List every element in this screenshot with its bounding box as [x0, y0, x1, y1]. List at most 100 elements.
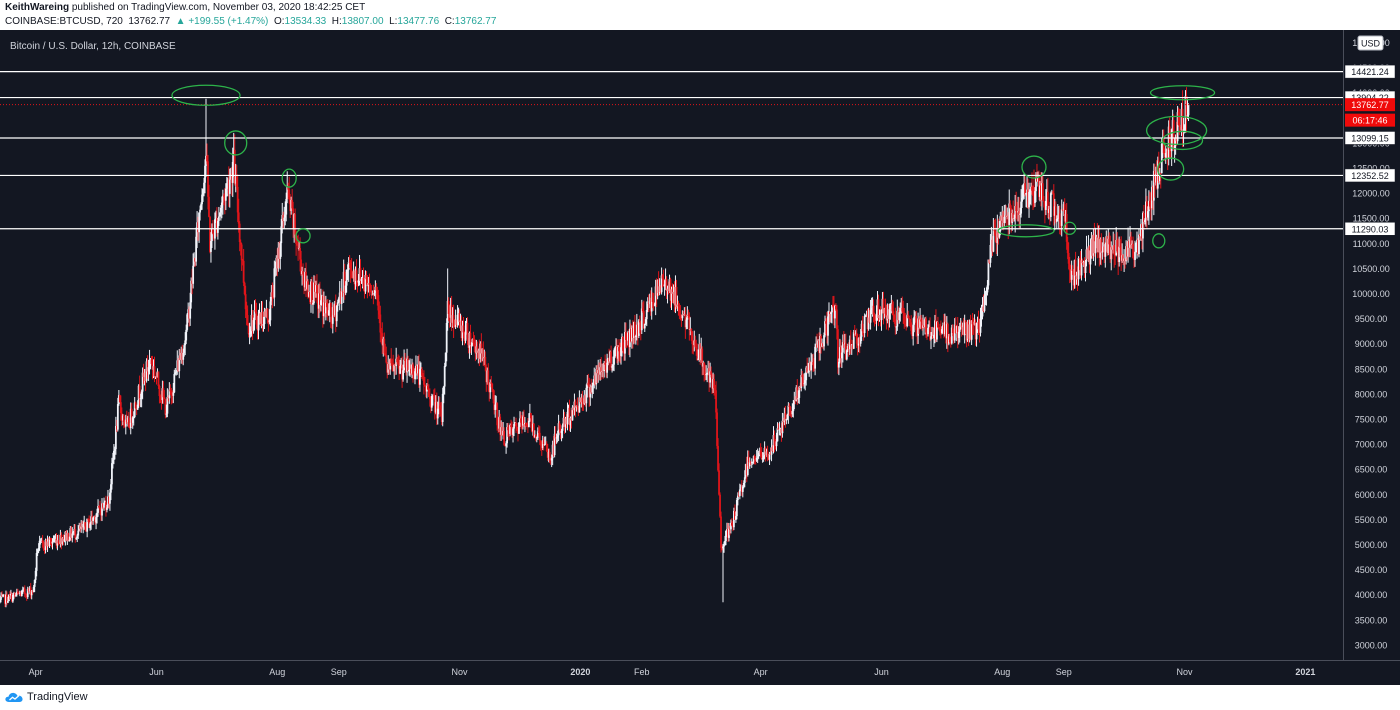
candle [1024, 176, 1026, 197]
high-label: H: [331, 16, 342, 27]
candle [398, 355, 401, 381]
candle [471, 338, 474, 347]
candle [1153, 164, 1156, 198]
candle [1035, 172, 1037, 203]
candle [340, 278, 343, 311]
candle [252, 317, 255, 334]
candle [936, 321, 938, 343]
candle [838, 338, 841, 364]
annotation-ellipse[interactable] [1152, 233, 1166, 249]
candle [919, 308, 921, 330]
time-tick-label: Sep [1056, 667, 1072, 677]
candle [458, 309, 461, 329]
candle [1108, 232, 1111, 255]
candle [78, 522, 81, 532]
annotation-ellipse[interactable] [1149, 85, 1216, 101]
candle [665, 276, 668, 300]
candle [1045, 179, 1048, 206]
candle [149, 357, 152, 370]
candle [227, 166, 230, 207]
candle [218, 212, 221, 217]
candle [387, 355, 390, 375]
svg-text:12352.52: 12352.52 [1351, 171, 1389, 181]
author-name[interactable]: KeithWareing [5, 2, 70, 13]
candle [1099, 237, 1102, 265]
candle [584, 394, 587, 407]
candle [676, 295, 679, 312]
time-tick-label: 2021 [1295, 667, 1315, 677]
candle [1064, 209, 1067, 230]
candle [767, 456, 770, 461]
candle [1084, 259, 1087, 282]
candle [1158, 168, 1161, 185]
candle [168, 382, 171, 404]
annotation-ellipse[interactable] [171, 84, 241, 106]
candle [446, 268, 449, 331]
candle [562, 409, 565, 427]
candle [450, 295, 453, 332]
candle [689, 317, 692, 336]
candle [720, 511, 722, 553]
annotation-ellipse[interactable] [295, 228, 311, 244]
candle [111, 457, 113, 490]
annotation-ellipse[interactable] [1062, 221, 1077, 235]
candle [706, 372, 709, 383]
candle [249, 326, 252, 338]
candle [416, 364, 418, 376]
candle [670, 286, 673, 311]
annotation-ellipse[interactable] [997, 224, 1055, 238]
chart-area[interactable]: 3000.00 3500.00 4000.00 4500.00 5000.00 5500.… [0, 30, 1400, 685]
candle [799, 382, 802, 391]
price-chart[interactable]: 3000.00 3500.00 4000.00 4500.00 5000.00 5500.… [0, 30, 1400, 685]
candle [269, 296, 272, 327]
candle [781, 412, 784, 438]
currency-button[interactable]: USD [1357, 35, 1384, 51]
annotation-ellipse[interactable] [1157, 157, 1185, 181]
candle [342, 259, 345, 303]
candle [988, 259, 991, 264]
candle [482, 341, 485, 367]
candle [690, 328, 693, 341]
candle [220, 196, 223, 219]
candle [162, 381, 165, 404]
candle [1009, 200, 1012, 209]
candle [593, 367, 596, 389]
annotation-ellipse[interactable] [281, 168, 297, 188]
candle [1046, 177, 1049, 219]
candle [213, 232, 215, 241]
tradingview-logo[interactable]: TradingView [5, 689, 88, 705]
candle [571, 405, 574, 421]
candle [177, 357, 180, 372]
candle [873, 312, 876, 327]
candle [312, 300, 314, 314]
last-price-value: 13762.77 [128, 16, 171, 27]
annotation-ellipse[interactable] [1145, 115, 1208, 146]
candle [760, 447, 763, 460]
candle [22, 587, 25, 593]
candle [736, 492, 739, 506]
candle [576, 397, 579, 410]
annotation-ellipse[interactable] [224, 130, 248, 156]
candle [363, 277, 366, 299]
candle [639, 321, 642, 341]
chart-footer: TradingView [0, 685, 1400, 710]
time-axis[interactable]: Apr Jun Aug Sep Nov 2020 Feb Apr Jun Aug Sep Nov 202… [29, 667, 1316, 677]
time-tick-label: Apr [29, 667, 43, 677]
annotation-ellipse[interactable] [1021, 155, 1047, 179]
candle [1053, 198, 1056, 231]
candle [247, 323, 250, 338]
candle [1083, 257, 1086, 278]
candle [773, 430, 776, 453]
candle [927, 324, 929, 337]
candle [289, 193, 292, 219]
candle [937, 316, 939, 328]
candle [393, 364, 396, 380]
candle [549, 456, 552, 465]
annotation-ellipse[interactable] [1161, 130, 1204, 151]
candle [974, 319, 977, 346]
candle [1132, 236, 1134, 259]
candle [245, 301, 248, 326]
candle [553, 426, 556, 458]
candle [277, 241, 280, 272]
candle [848, 335, 851, 355]
